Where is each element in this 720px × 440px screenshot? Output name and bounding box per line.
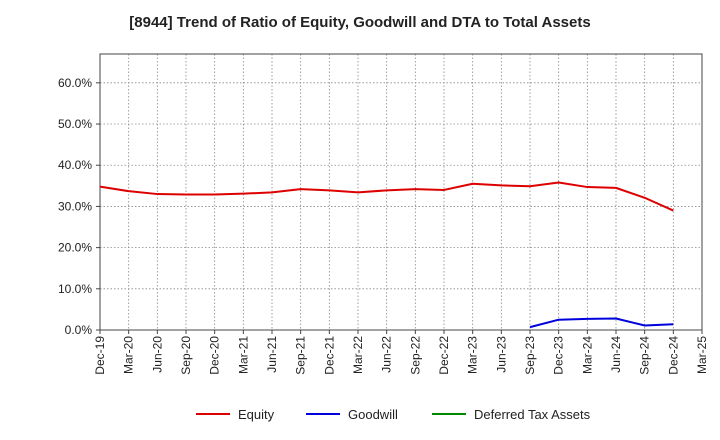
x-tick-label: Sep-23 <box>523 336 537 375</box>
x-tick-label: Jun-20 <box>150 336 164 373</box>
x-tick-label: Sep-21 <box>294 336 308 375</box>
x-tick-labels: Dec-19 Mar-20 Jun-20 Sep-20 Dec-20 Mar-21 Jun-… <box>93 336 709 375</box>
x-tick-label: Dec-20 <box>208 336 222 375</box>
y-tick-label: 60.0% <box>58 76 92 90</box>
x-tick-label: Mar-21 <box>236 336 250 374</box>
x-tick-label: Dec-21 <box>322 336 336 375</box>
y-tick-label: 30.0% <box>58 199 92 213</box>
series-layer <box>99 181 674 329</box>
x-tick-label: Jun-21 <box>265 336 279 373</box>
plot-frame <box>99 53 703 331</box>
x-tick-label: Mar-23 <box>466 336 480 374</box>
y-tick-label: 10.0% <box>58 282 92 296</box>
y-tick-labels: 0.0% 10.0% 20.0% 30.0% 40.0% 50.0% 60.0% <box>58 76 92 337</box>
chart-title: [8944] Trend of Ratio of Equity, Goodwil… <box>129 14 591 31</box>
legend: Equity Goodwill Deferred Tax Assets <box>196 407 591 422</box>
x-tick-label: Jun-23 <box>494 336 508 373</box>
y-tick-label: 0.0% <box>65 323 93 337</box>
grid-layer <box>100 54 702 330</box>
y-tick-label: 50.0% <box>58 117 92 131</box>
x-tick-label: Mar-24 <box>580 336 594 374</box>
x-tick-label: Dec-22 <box>437 336 451 375</box>
x-tick-label: Mar-22 <box>351 336 365 374</box>
x-tick-label: Mar-25 <box>695 336 709 374</box>
series-line-goodwill <box>529 317 674 329</box>
x-tick-label: Mar-20 <box>122 336 136 374</box>
axis-layer <box>96 53 703 334</box>
x-tick-label: Sep-20 <box>179 336 193 375</box>
x-tick-label: Jun-22 <box>380 336 394 373</box>
x-tick-label: Sep-22 <box>408 336 422 375</box>
x-tick-label: Dec-23 <box>552 336 566 375</box>
legend-label: Goodwill <box>348 407 398 422</box>
legend-label: Equity <box>238 407 275 422</box>
x-tick-label: Jun-24 <box>609 336 623 373</box>
x-tick-label: Dec-19 <box>93 336 107 375</box>
series-line-equity <box>99 181 674 212</box>
y-tick-label: 40.0% <box>58 158 92 172</box>
x-tick-label: Sep-24 <box>638 336 652 375</box>
x-tick-label: Dec-24 <box>666 336 680 375</box>
y-tick-label: 20.0% <box>58 241 92 255</box>
legend-label: Deferred Tax Assets <box>474 407 591 422</box>
